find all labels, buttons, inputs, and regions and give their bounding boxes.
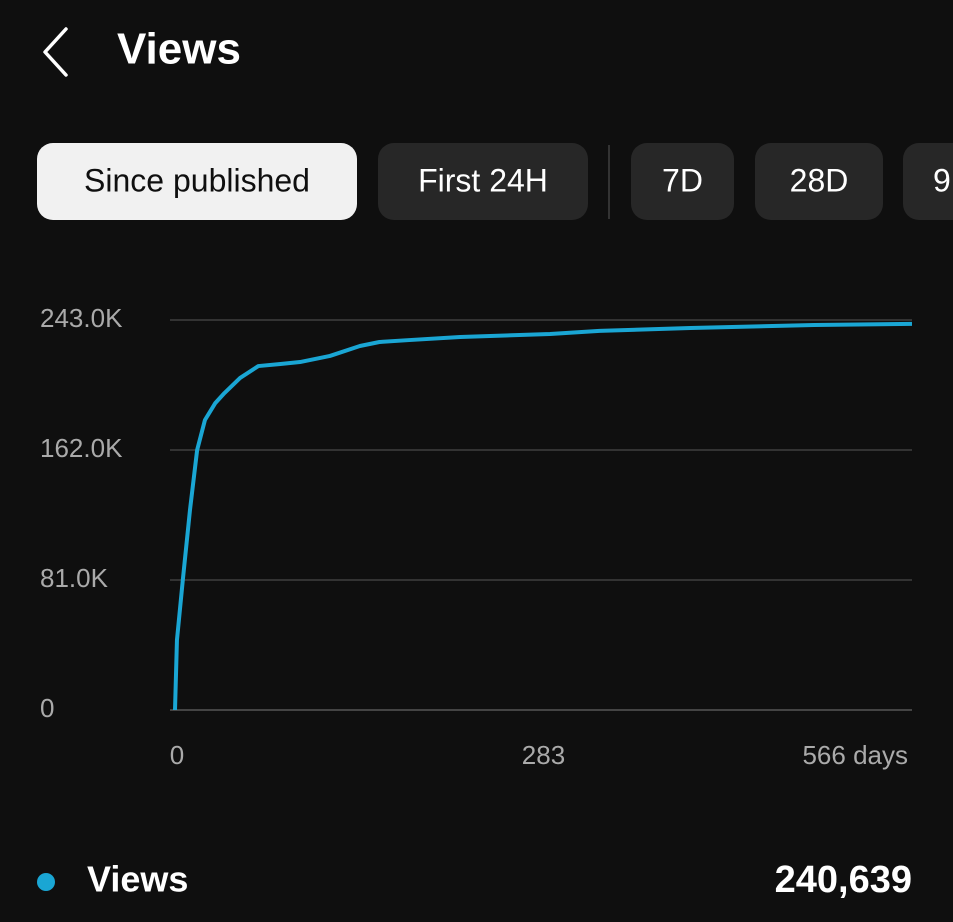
tab[interactable]	[903, 143, 953, 220]
y-tick-label: 162.0K	[40, 433, 123, 463]
tab-label[interactable]: 28D	[790, 162, 849, 198]
back-button[interactable]	[43, 27, 68, 77]
tab[interactable]	[37, 143, 357, 220]
tab[interactable]	[755, 143, 883, 220]
x-tick-label: 566 days	[802, 740, 908, 770]
tab-label[interactable]: Since published	[84, 162, 310, 198]
line-series	[173, 321, 913, 711]
y-tick-label: 0	[40, 693, 54, 723]
tab-label[interactable]: 9	[933, 162, 951, 198]
tab-bar: Since published First 24H 7D 28D 9	[37, 143, 953, 220]
tab-label[interactable]: First 24H	[418, 162, 548, 198]
legend-label: Views	[87, 859, 188, 900]
x-tick-label: 0	[170, 740, 184, 770]
x-tick-label: 283	[522, 740, 565, 770]
page-title: Views	[117, 25, 241, 74]
tab-label[interactable]: 7D	[662, 162, 703, 198]
tab[interactable]	[631, 143, 734, 220]
total-value: 240,639	[775, 859, 912, 901]
tab[interactable]	[378, 143, 588, 220]
y-tick-label: 243.0K	[40, 303, 123, 333]
chart: 0 81.0K 162.0K 243.0K 0 283 566 days	[40, 303, 913, 770]
y-tick-label: 81.0K	[40, 563, 109, 593]
legend-dot	[37, 873, 55, 891]
